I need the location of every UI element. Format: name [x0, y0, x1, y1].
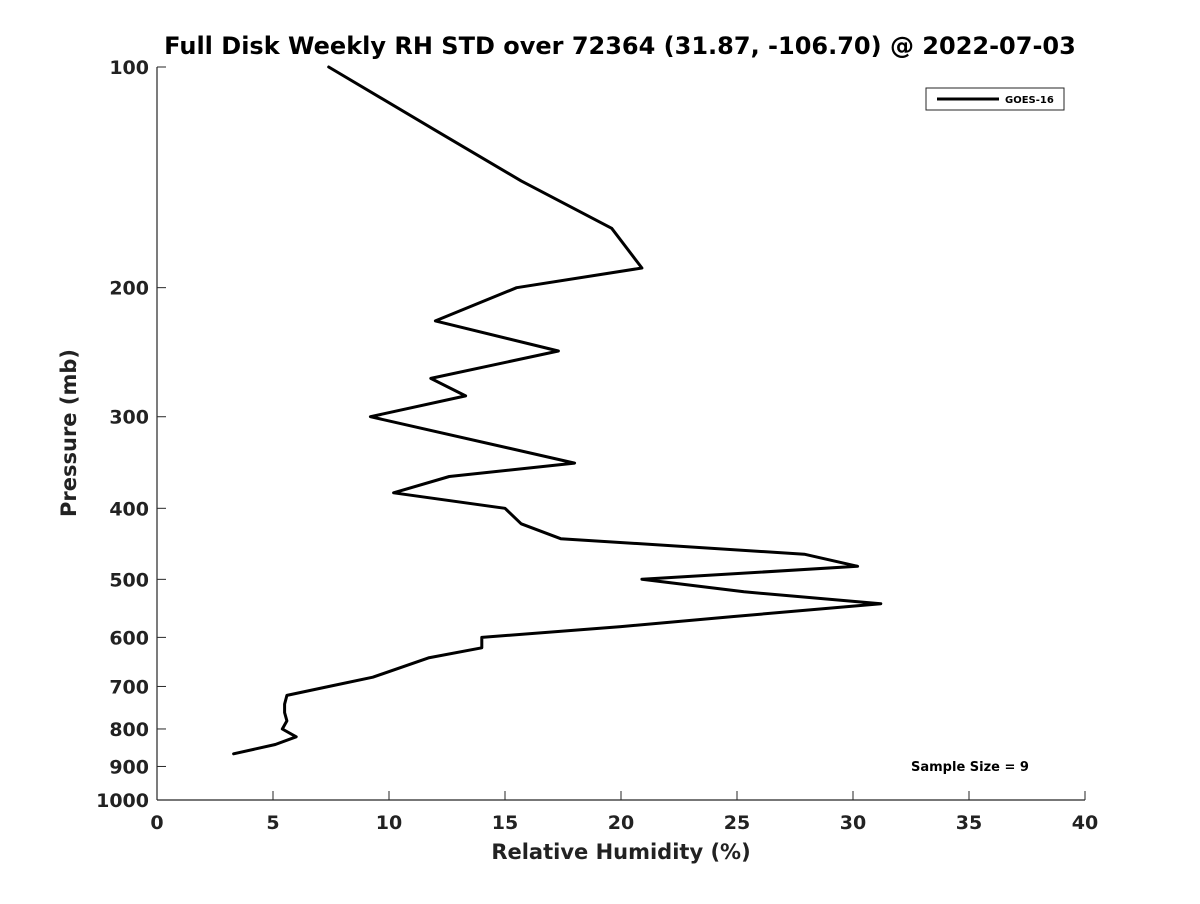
x-tick-label: 5: [266, 812, 279, 834]
legend: GOES-16: [925, 87, 1065, 111]
y-tick-label: 800: [109, 719, 149, 741]
chart-title: Full Disk Weekly RH STD over 72364 (31.8…: [164, 32, 1076, 60]
y-tick-label: 600: [109, 627, 149, 649]
x-tick-label: 10: [376, 812, 402, 834]
legend-label-goes-16: GOES-16: [1005, 95, 1054, 106]
y-axis-label: Pressure (mb): [57, 349, 81, 517]
x-tick-label: 40: [1072, 812, 1098, 834]
y-tick-label: 100: [109, 57, 149, 79]
y-tick-label: 900: [109, 756, 149, 778]
series-group: [232, 65, 883, 756]
x-tick-label: 15: [492, 812, 518, 834]
x-tick-label: 0: [150, 812, 163, 834]
x-tick-group: 0 5 10 15 20 25 30 35 40: [150, 791, 1098, 834]
sample-size-annotation: Sample Size = 9: [911, 760, 1029, 775]
x-tick-label: 30: [840, 812, 866, 834]
y-tick-label: 700: [109, 676, 149, 698]
x-axis-label: Relative Humidity (%): [491, 840, 750, 864]
y-tick-label: 1000: [96, 790, 149, 812]
y-tick-group: 100 200 300 400 500 600 700 800 900 1000: [96, 57, 166, 812]
x-tick-label: 35: [956, 812, 982, 834]
y-tick-label: 300: [109, 407, 149, 429]
series-line-goes-16: [232, 65, 883, 756]
y-tick-label: 500: [109, 569, 149, 591]
x-tick-label: 20: [608, 812, 634, 834]
y-tick-label: 200: [109, 278, 149, 300]
x-tick-label: 25: [724, 812, 750, 834]
y-tick-label: 400: [109, 498, 149, 520]
